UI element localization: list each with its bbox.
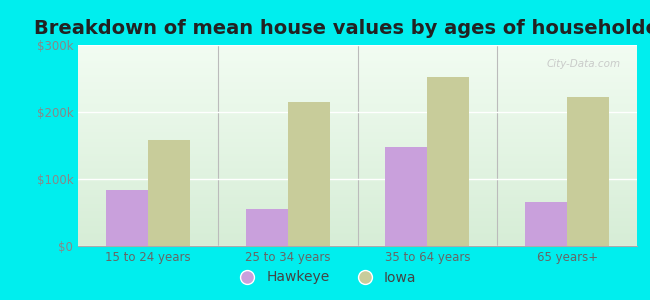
Text: City-Data.com: City-Data.com	[546, 59, 620, 69]
Bar	[428, 77, 469, 246]
Bar	[385, 147, 428, 246]
Bar	[246, 209, 287, 246]
Bar	[148, 140, 190, 246]
Bar	[287, 102, 330, 246]
Bar	[525, 202, 567, 246]
Title: Breakdown of mean house values by ages of householders: Breakdown of mean house values by ages o…	[34, 19, 650, 38]
Legend: Hawkeye, Iowa: Hawkeye, Iowa	[227, 265, 422, 290]
Bar	[567, 97, 609, 246]
Bar	[106, 190, 148, 246]
